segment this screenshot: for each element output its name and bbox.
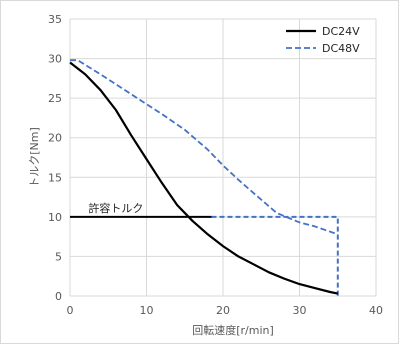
- y-tick-label: 15: [48, 171, 62, 184]
- x-axis-ticks: 0 10 20 30 40: [67, 304, 384, 317]
- x-tick-label: 30: [293, 304, 307, 317]
- y-tick-label: 20: [48, 132, 62, 145]
- allowable-torque-label: 許容トルク: [88, 201, 143, 215]
- x-tick-label: 20: [216, 304, 230, 317]
- grid-lines: [69, 18, 377, 297]
- y-tick-label: 25: [48, 92, 62, 105]
- x-tick-label: 40: [369, 304, 383, 317]
- series-lines: [69, 59, 339, 296]
- legend-label-dc24v: DC24V: [322, 25, 360, 38]
- y-tick-label: 10: [48, 211, 62, 224]
- legend-label-dc48v: DC48V: [322, 42, 360, 55]
- series-line-dc24v: [69, 61, 339, 295]
- y-tick-label: 35: [48, 13, 62, 26]
- series-line-dc48v: [70, 59, 339, 236]
- y-tick-label: 5: [55, 250, 62, 263]
- y-axis-title: トルク[Nm]: [28, 127, 41, 188]
- y-tick-label: 30: [48, 53, 62, 66]
- legend: DC24V DC48V: [286, 25, 360, 55]
- reference-line-1: [211, 215, 339, 296]
- x-axis-title: 回転速度[r/min]: [192, 323, 274, 337]
- x-tick-label: 10: [140, 304, 154, 317]
- y-tick-label: 0: [55, 290, 62, 303]
- x-tick-label: 0: [67, 304, 74, 317]
- y-axis-ticks: 0 5 10 15 20 25 30 35: [48, 13, 62, 303]
